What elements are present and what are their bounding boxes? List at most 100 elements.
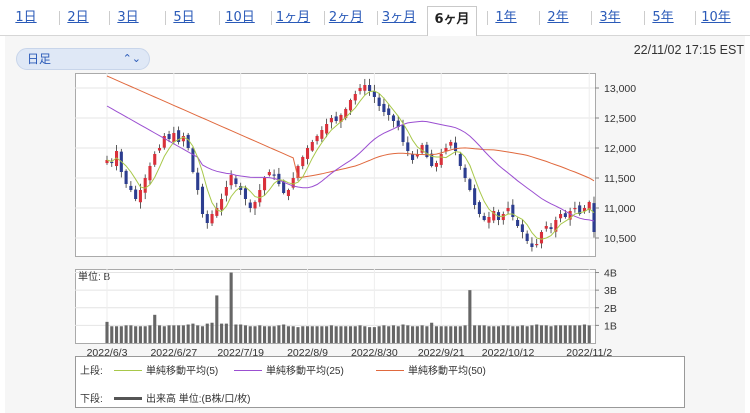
candle-up [267, 172, 271, 176]
candle-up [105, 160, 109, 164]
tab-9[interactable]: 6ヶ月 [427, 6, 477, 37]
volume-bar [439, 326, 443, 343]
volume-bar [415, 326, 419, 343]
volume-bar [401, 324, 405, 343]
candle-down [578, 205, 582, 214]
volume-bar [191, 323, 195, 343]
candle-down [282, 181, 286, 193]
candle-down [411, 154, 415, 160]
volume-bar [468, 290, 472, 343]
volume-bar [334, 326, 338, 343]
tab-5[interactable]: 10日 [219, 8, 260, 36]
volume-bar [344, 326, 348, 343]
volume-bar [559, 325, 563, 343]
volume-bar [229, 272, 233, 343]
candle-up [310, 142, 314, 151]
legend-ma50: 単純移動平均(50) [376, 362, 486, 377]
volume-bar [420, 325, 424, 343]
volume-bar [310, 326, 314, 343]
candle-up [157, 148, 162, 151]
candle-up [315, 136, 319, 142]
tab-4[interactable]: 5日 [165, 8, 202, 36]
candle-up [573, 208, 577, 210]
tab-7[interactable]: 2ヶ月 [324, 8, 367, 36]
legend-ma5-swatch [114, 369, 142, 371]
volume-bar [516, 326, 520, 343]
tab-1[interactable]: 1日 [15, 10, 37, 25]
candle-down [468, 179, 472, 190]
tab-8[interactable]: 3ヶ月 [377, 8, 420, 36]
candle-down [391, 115, 396, 121]
candle-up [358, 88, 362, 92]
volume-bar [320, 326, 324, 343]
tab-13[interactable]: 5年 [644, 8, 681, 36]
volume-bar [549, 326, 553, 343]
volume-bar [425, 326, 429, 343]
volume-bar [539, 325, 544, 343]
legend-upper-label: 上段: [80, 366, 103, 377]
tab-14[interactable]: 10年 [695, 8, 736, 36]
candle-up [224, 187, 228, 196]
candle-down [277, 173, 281, 184]
volume-tick-label: 1B [604, 320, 617, 332]
candle-up [415, 154, 419, 157]
volume-bar [134, 326, 138, 343]
period-tab-bar: 1日 2日 3日 5日 10日 1ヶ月 2ヶ月 3ヶ月 6ヶ月 1年 2年 3年 5年 10年 [0, 0, 750, 37]
candle-up [353, 94, 357, 101]
candle-down [401, 125, 405, 142]
candle-up [162, 136, 166, 148]
tab-12[interactable]: 3年 [591, 8, 628, 36]
candle-up [286, 190, 290, 197]
volume-bar [463, 325, 467, 343]
candle-down [458, 153, 462, 166]
interval-select[interactable]: 日足 ⌃⌄ [16, 48, 150, 70]
candle-down [520, 224, 524, 232]
volume-tick-label: 2B [604, 303, 617, 315]
candle-up [305, 148, 310, 159]
volume-bar [525, 326, 529, 343]
volume-bar [444, 326, 448, 343]
volume-bar [220, 323, 224, 343]
candle-down [530, 243, 534, 247]
candle-down [473, 188, 477, 205]
volume-bar [110, 326, 114, 343]
volume-bar [148, 325, 152, 343]
volume-bar [205, 323, 209, 343]
candle-up [344, 109, 348, 119]
volume-bar [449, 326, 453, 343]
candle-up [559, 214, 563, 219]
candle-up [210, 214, 214, 224]
candle-down [406, 142, 410, 151]
volume-bar [243, 325, 248, 343]
candle-down [196, 172, 200, 190]
candle-up [215, 208, 219, 216]
tab-3[interactable]: 3日 [109, 8, 146, 36]
candle-up [320, 130, 324, 139]
volume-bar [406, 325, 410, 343]
tab-11[interactable]: 2年 [539, 8, 576, 36]
candle-up [229, 175, 233, 186]
price-plot-area [75, 73, 596, 257]
candle-up [582, 208, 587, 212]
tab-6[interactable]: 1ヶ月 [271, 8, 314, 36]
volume-bar [568, 325, 572, 343]
tab-2[interactable]: 2日 [59, 8, 96, 36]
candle-up [339, 115, 343, 123]
volume-bar [124, 325, 128, 343]
price-tick-label: 12,500 [604, 113, 636, 125]
volume-bar [339, 326, 343, 343]
volume-unit-label: 単位: B [78, 270, 111, 283]
candle-up [291, 178, 295, 188]
candle-up [296, 166, 300, 179]
volume-bar [186, 324, 190, 343]
volume-bar [277, 325, 281, 343]
tab-10[interactable]: 1年 [487, 8, 524, 36]
candle-down [368, 85, 372, 91]
ma50-line [106, 75, 595, 182]
volume-bar [301, 326, 305, 343]
volume-bar [348, 326, 353, 343]
legend-upper-row: 上段: [80, 362, 103, 377]
legend-ma50-label: 単純移動平均(50) [408, 366, 486, 377]
volume-bar [258, 325, 262, 343]
candle-down [272, 174, 276, 176]
